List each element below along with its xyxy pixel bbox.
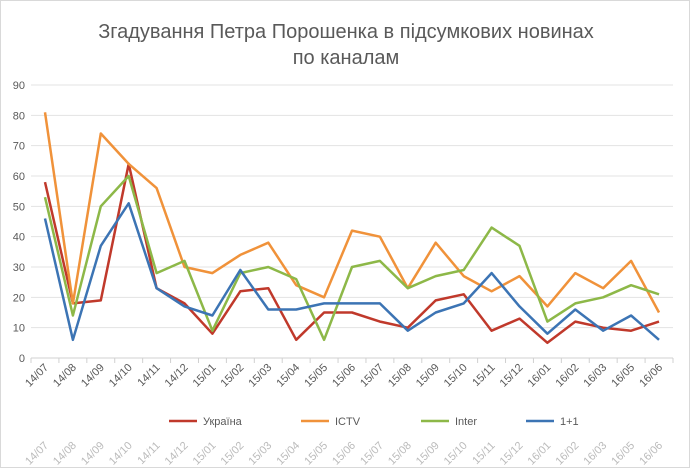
y-tick-label: 90 [13, 80, 25, 92]
x-tick-label-ghost: 16/05 [609, 440, 637, 468]
x-tick-label-ghost: 16/06 [637, 440, 665, 468]
x-tick-label: 15/01 [191, 362, 219, 390]
x-tick-label: 15/04 [274, 362, 302, 390]
x-tick-label-ghost: 15/02 [219, 440, 247, 468]
x-tick-label: 15/07 [358, 362, 386, 390]
chart-title-line-2: по каналам [292, 47, 400, 69]
x-tick-label: 15/05 [302, 362, 330, 390]
x-tick-label: 14/09 [79, 362, 107, 390]
x-tick-label-ghost: 14/10 [107, 440, 135, 468]
legend-label: ICTV [335, 416, 361, 428]
x-tick-label-ghost: 16/01 [526, 440, 554, 468]
y-tick-label: 50 [13, 201, 25, 213]
x-tick-label-ghost: 14/11 [135, 440, 162, 467]
legend-label: Україна [203, 416, 243, 428]
x-tick-label-ghost: 15/05 [302, 440, 330, 468]
x-tick-label: 16/05 [609, 362, 637, 390]
x-tick-label: 14/10 [107, 362, 135, 390]
x-tick-label: 15/09 [414, 362, 442, 390]
x-tick-label-ghost: 15/11 [470, 440, 497, 467]
legend-label: 1+1 [560, 416, 579, 428]
x-tick-label-ghost: 14/08 [51, 440, 79, 468]
legend-label: Inter [455, 416, 477, 428]
x-tick-label-ghost: 16/03 [581, 440, 609, 468]
chart-title: Згадування Петра Порошенка в підсумкових… [1, 19, 689, 71]
x-tick-label: 16/06 [637, 362, 665, 390]
x-tick-label-ghost: 15/06 [330, 440, 358, 468]
x-tick-label: 15/02 [219, 362, 247, 390]
x-tick-label-ghost: 14/09 [79, 440, 107, 468]
x-tick-label-ghost: 15/01 [191, 440, 219, 468]
x-tick-label: 15/12 [498, 362, 526, 390]
x-tick-label-ghost: 15/04 [274, 440, 302, 468]
chart-title-line-1: Згадування Петра Порошенка в підсумкових… [98, 21, 594, 43]
x-tick-label-ghost: 15/10 [442, 440, 470, 468]
x-tick-label: 15/08 [386, 362, 414, 390]
x-tick-label: 14/07 [23, 362, 51, 390]
x-tick-label-ghost: 15/09 [414, 440, 442, 468]
series-line-ICTV [43, 112, 661, 314]
series-line-1+1 [43, 202, 660, 342]
x-tick-label: 16/01 [526, 362, 554, 390]
x-tick-label: 14/08 [51, 362, 79, 390]
y-tick-label: 60 [13, 171, 25, 183]
x-tick-label: 15/06 [330, 362, 358, 390]
x-tick-label: 14/12 [163, 362, 191, 390]
y-tick-label: 10 [13, 323, 25, 335]
x-tick-label-ghost: 15/12 [498, 440, 526, 468]
y-tick-label: 0 [19, 353, 25, 365]
x-tick-label-ghost: 14/07 [23, 440, 51, 468]
x-tick-label-ghost: 14/12 [163, 440, 191, 468]
x-tick-label: 16/03 [581, 362, 609, 390]
x-tick-label-ghost: 15/03 [246, 440, 274, 468]
y-tick-label: 80 [13, 110, 25, 122]
x-tick-label: 14/11 [135, 362, 162, 389]
x-tick-label: 15/03 [246, 362, 274, 390]
x-tick-label: 16/02 [553, 362, 581, 390]
y-tick-label: 30 [13, 262, 25, 274]
x-tick-label: 15/10 [442, 362, 470, 390]
x-tick-label-ghost: 15/08 [386, 440, 414, 468]
y-tick-label: 40 [13, 232, 25, 244]
y-tick-label: 70 [13, 141, 25, 153]
x-tick-label-ghost: 15/07 [358, 440, 386, 468]
y-tick-label: 20 [13, 292, 25, 304]
x-tick-label: 15/11 [470, 362, 497, 389]
x-tick-label-ghost: 16/02 [553, 440, 581, 468]
